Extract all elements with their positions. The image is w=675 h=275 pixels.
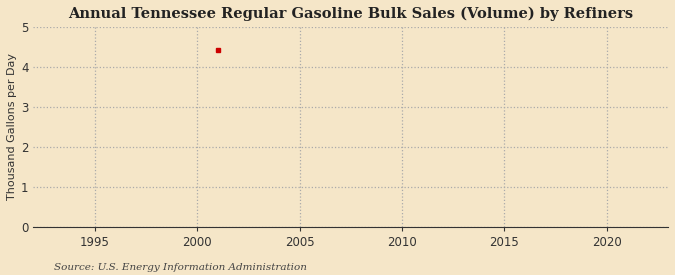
Text: Source: U.S. Energy Information Administration: Source: U.S. Energy Information Administ… [54,263,307,272]
Y-axis label: Thousand Gallons per Day: Thousand Gallons per Day [7,53,17,200]
Title: Annual Tennessee Regular Gasoline Bulk Sales (Volume) by Refiners: Annual Tennessee Regular Gasoline Bulk S… [68,7,633,21]
